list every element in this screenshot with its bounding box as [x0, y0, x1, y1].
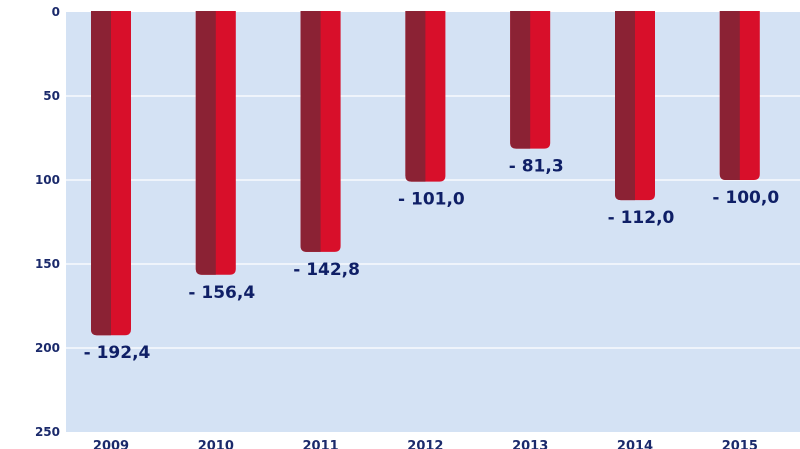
bar-face-dark — [615, 11, 635, 201]
data-label: - 156,4 — [188, 283, 255, 303]
x-tick-label: 2015 — [722, 439, 758, 449]
y-tick-label: 0 — [52, 5, 60, 19]
data-label: - 142,8 — [293, 260, 360, 280]
data-label: - 192,4 — [84, 343, 151, 363]
bar — [510, 11, 551, 149]
data-label: - 81,3 — [509, 157, 564, 177]
bar — [300, 11, 341, 252]
y-tick-label: 250 — [35, 425, 60, 439]
x-tick-label: 2013 — [512, 439, 548, 449]
y-axis-ticks: 0 50 100 150 200 250 — [35, 5, 60, 439]
bar-face-dark — [195, 11, 216, 275]
y-tick-label: 50 — [43, 89, 60, 103]
x-axis-labels: 2009 2010 2011 2012 2013 2014 2015 — [93, 439, 758, 449]
bar — [719, 11, 760, 180]
bar — [405, 11, 446, 182]
bar — [195, 11, 236, 275]
bar — [615, 11, 655, 201]
data-label: - 101,0 — [398, 190, 465, 210]
bars — [91, 11, 760, 336]
x-tick-label: 2014 — [617, 439, 653, 449]
x-tick-label: 2009 — [93, 439, 129, 449]
x-tick-label: 2011 — [303, 439, 339, 449]
x-tick-label: 2012 — [407, 439, 443, 449]
bar-face-dark — [405, 11, 426, 182]
bar — [91, 11, 131, 336]
bar-face-dark — [510, 11, 531, 149]
bar-face-dark — [300, 11, 321, 252]
x-tick-label: 2010 — [198, 439, 234, 449]
bar-face-dark — [91, 11, 111, 336]
data-label: - 112,0 — [608, 208, 675, 228]
data-label: - 100,0 — [712, 188, 779, 208]
bar-face-dark — [719, 11, 740, 180]
data-labels: - 192,4 - 156,4 - 142,8 - 101,0 - 81,3 - 112,… — [84, 157, 780, 364]
y-tick-label: 150 — [35, 257, 60, 271]
y-tick-label: 100 — [35, 173, 60, 187]
y-tick-label: 200 — [35, 341, 60, 355]
